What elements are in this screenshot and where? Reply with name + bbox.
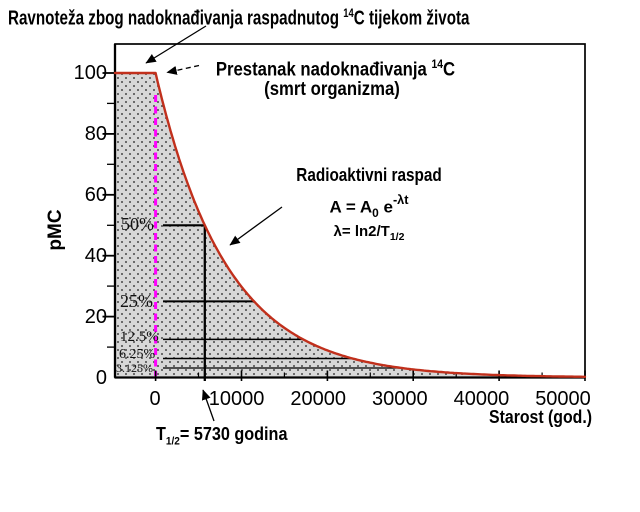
halflife-annotation: T1/2= 5730 godina [156, 424, 287, 448]
level-label-50: 50% [121, 214, 154, 234]
level-label-3-125: 3.125% [116, 361, 153, 375]
y-tick-label: 100 [73, 62, 107, 84]
decay-lambda-definition: λ= ln2/T1/2 [278, 223, 460, 243]
x-tick-label: 30000 [371, 388, 428, 410]
halflife-value: = 5730 godina [179, 424, 288, 444]
decay-heading: Radioaktivni raspad [296, 165, 442, 185]
y-tick-label: 40 [84, 244, 107, 267]
level-label-12-5: 12.5% [120, 329, 159, 345]
lambda-subscript: 1/2 [389, 231, 405, 244]
death-annotation-text-end: C [442, 59, 456, 81]
x-tick-label: 0 [149, 388, 161, 410]
decay-formula: A = A0 e-λt [278, 192, 460, 221]
level-label-6-25: 6.25% [119, 347, 156, 362]
y-tick-label: 60 [84, 183, 107, 206]
formula-base: A = A [329, 197, 373, 217]
y-tick-label: 80 [84, 122, 107, 145]
death-annotation-superscript: 14 [431, 58, 443, 71]
chart-title-superscript: 14 [343, 6, 354, 20]
chart-title-text-end: C tijekom života [353, 7, 470, 30]
formula-e: e [378, 197, 393, 217]
y-tick-label: 0 [95, 366, 107, 389]
death-annotation-line2: (smrt organizma) [264, 79, 400, 101]
x-tick-label: 50000 [535, 388, 591, 410]
lambda-text: λ= ln2/T [333, 223, 390, 241]
level-label-25: 25% [120, 291, 153, 311]
halflife-subscript: 1/2 [165, 435, 180, 448]
decay-annotation: Radioaktivni raspad A = A0 e-λt λ= ln2/T… [278, 165, 460, 243]
x-tick-label: 20000 [290, 388, 346, 410]
death-annotation: Prestanak nadoknađivanja 14C (smrt organ… [200, 55, 464, 100]
x-tick-label: 40000 [453, 388, 510, 410]
death-annotation-text: Prestanak nadoknađivanja [215, 59, 432, 81]
chart-title-text: Ravnoteža zbog nadoknađivanja raspadnuto… [8, 7, 344, 30]
x-axis-label: Starost (god.) [489, 407, 592, 427]
halflife-symbol: T [156, 424, 166, 444]
chart-title: Ravnoteža zbog nadoknađivanja raspadnuto… [8, 6, 469, 31]
formula-exponent: -λt [392, 192, 409, 207]
x-tick-label: 10000 [208, 388, 265, 410]
y-tick-label: 20 [84, 305, 107, 328]
death-annotation-line1: Prestanak nadoknađivanja 14C [215, 55, 455, 81]
formula-subscript: 0 [372, 206, 379, 221]
